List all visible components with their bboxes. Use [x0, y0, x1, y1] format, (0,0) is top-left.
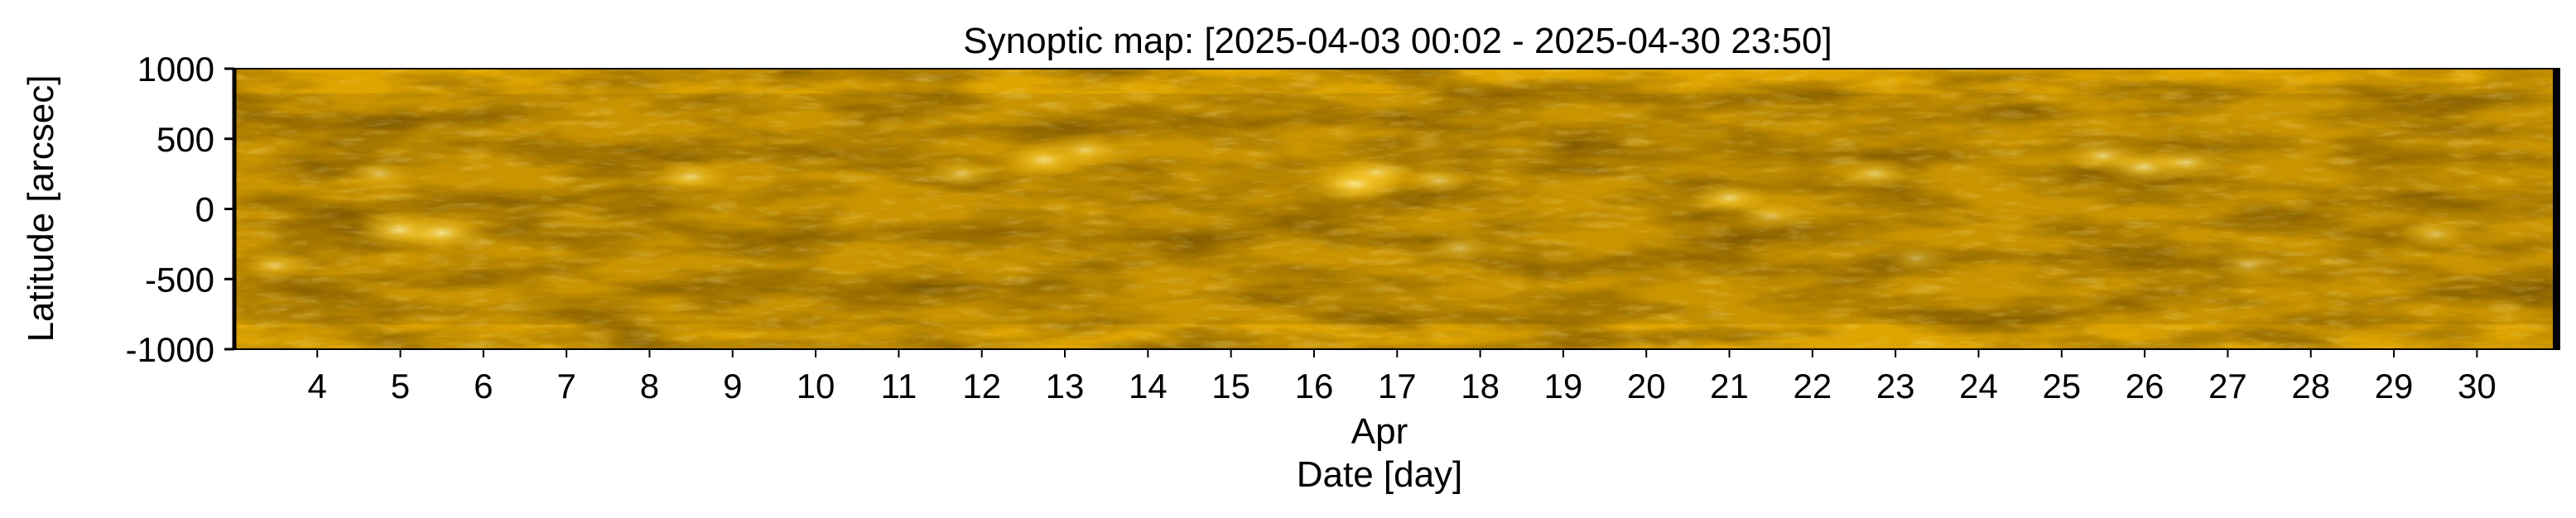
bright-region-mark — [1734, 200, 1808, 232]
x-tick-label: 10 — [797, 367, 835, 405]
x-tick-label: 28 — [2291, 367, 2330, 405]
x-tick-label: 29 — [2375, 367, 2414, 405]
bright-region-mark — [651, 160, 731, 194]
bright-region-mark — [924, 158, 998, 189]
y-axis-ticks: 1000 500 0 -500 -1000 — [126, 50, 234, 369]
y-tick-label: -500 — [145, 260, 214, 299]
x-tick-label: 4 — [307, 367, 326, 405]
x-tick-label: 23 — [1876, 367, 1915, 405]
x-axis-sublabel: Apr — [1351, 411, 1408, 452]
bright-region-mark — [1835, 157, 1915, 190]
x-tick-label: 18 — [1461, 367, 1500, 405]
bright-region-mark — [239, 249, 313, 281]
x-tick-label: 6 — [474, 367, 493, 405]
x-tick-label: 7 — [556, 367, 575, 405]
x-tick-label: 19 — [1544, 367, 1583, 405]
heatmap-right-edge — [2553, 69, 2559, 349]
x-tick-label: 9 — [723, 367, 742, 405]
x-tick-label: 24 — [1959, 367, 1998, 405]
x-axis-ticks: 4 5 6 7 8 9 10 11 12 13 14 15 16 17 18 19 20 21 22 23 24 25 26… — [307, 349, 2497, 405]
bright-region-mark — [2213, 250, 2284, 280]
y-axis-label: Latitude [arcsec] — [21, 75, 61, 343]
x-tick-label: 27 — [2208, 367, 2247, 405]
x-tick-label: 8 — [640, 367, 659, 405]
x-tick-label: 13 — [1046, 367, 1085, 405]
x-tick-label: 15 — [1211, 367, 1250, 405]
bright-region-mark — [1881, 243, 1952, 273]
bright-regions — [239, 133, 2472, 281]
heatmap-fine-texture — [234, 69, 2559, 349]
bright-region-mark — [2146, 146, 2227, 180]
bright-region-mark — [2399, 218, 2472, 250]
x-tick-label: 30 — [2458, 367, 2497, 405]
bright-region-mark — [1423, 233, 1496, 264]
x-axis-label: Date [day] — [1297, 454, 1463, 495]
y-tick-label: 500 — [156, 120, 214, 159]
x-tick-label: 20 — [1627, 367, 1666, 405]
bright-region-mark — [1402, 165, 1476, 197]
x-tick-label: 17 — [1378, 367, 1417, 405]
y-tick-label: 0 — [195, 190, 214, 229]
x-tick-label: 5 — [391, 367, 410, 405]
y-tick-label: -1000 — [126, 330, 214, 369]
y-tick-label: 1000 — [137, 50, 214, 89]
x-tick-label: 16 — [1295, 367, 1334, 405]
x-tick-label: 25 — [2042, 367, 2081, 405]
bright-region-mark — [343, 158, 416, 189]
chart-title: Synoptic map: [2025-04-03 00:02 - 2025-0… — [963, 21, 1832, 61]
x-tick-label: 26 — [2126, 367, 2164, 405]
x-tick-label: 11 — [881, 367, 917, 405]
bright-region-mark — [395, 213, 489, 252]
x-tick-label: 21 — [1710, 367, 1749, 405]
bright-region-mark — [1046, 133, 1126, 167]
bright-region-mark — [1336, 156, 1417, 189]
heatmap-image — [234, 69, 2559, 349]
x-tick-label: 22 — [1793, 367, 1832, 405]
x-tick-label: 12 — [962, 367, 1001, 405]
x-tick-label: 14 — [1129, 367, 1168, 405]
